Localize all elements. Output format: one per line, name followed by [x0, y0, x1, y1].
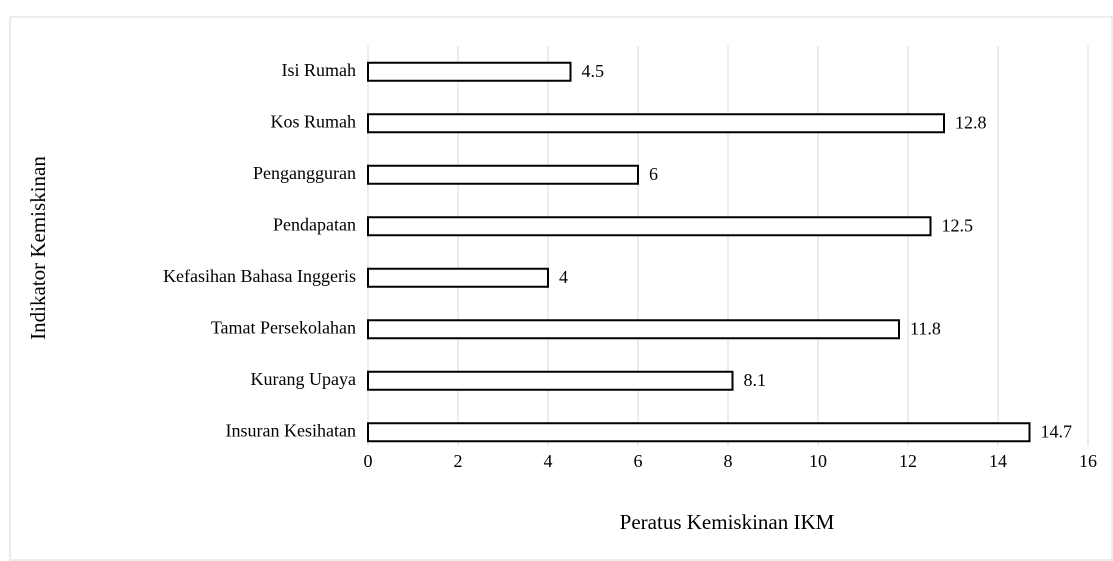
y-tick-label: Kos Rumah	[271, 111, 357, 131]
y-tick-label: Pengangguran	[253, 163, 356, 183]
y-tick-label: Insuran Kesihatan	[226, 420, 356, 440]
data-label: 4.5	[582, 61, 605, 81]
bar	[367, 267, 549, 288]
y-tick-label: Kurang Upaya	[251, 369, 356, 389]
x-tick-label: 16	[1079, 451, 1097, 471]
bar	[367, 319, 900, 340]
y-tick-label: Tamat Persekolahan	[211, 317, 356, 337]
x-tick-label: 14	[989, 451, 1007, 471]
bar	[367, 422, 1031, 443]
x-tick-label: 6	[634, 451, 643, 471]
data-label: 4	[559, 267, 568, 287]
bar	[367, 216, 932, 237]
y-tick-label: Kefasihan Bahasa Inggeris	[163, 266, 356, 286]
data-label: 6	[649, 164, 658, 184]
data-label: 12.8	[955, 112, 987, 132]
y-axis-label: Indikator Kemiskinan	[26, 156, 50, 340]
y-tick-label: Pendapatan	[273, 214, 356, 234]
data-label: 8.1	[744, 370, 767, 390]
x-tick-label: 8	[724, 451, 733, 471]
data-label: 11.8	[910, 318, 941, 338]
bar	[367, 164, 639, 185]
x-tick-label: 12	[899, 451, 917, 471]
bar	[367, 61, 572, 82]
y-tick-label: Isi Rumah	[282, 60, 357, 80]
chart-frame	[9, 16, 1113, 561]
x-axis-label: Peratus Kemiskinan IKM	[620, 510, 835, 534]
x-tick-label: 2	[454, 451, 463, 471]
bar	[367, 370, 734, 391]
data-label: 12.5	[942, 215, 974, 235]
bar	[367, 113, 945, 134]
data-label: 14.7	[1041, 421, 1073, 441]
x-tick-label: 4	[544, 451, 553, 471]
x-tick-label: 0	[364, 451, 373, 471]
x-tick-label: 10	[809, 451, 827, 471]
